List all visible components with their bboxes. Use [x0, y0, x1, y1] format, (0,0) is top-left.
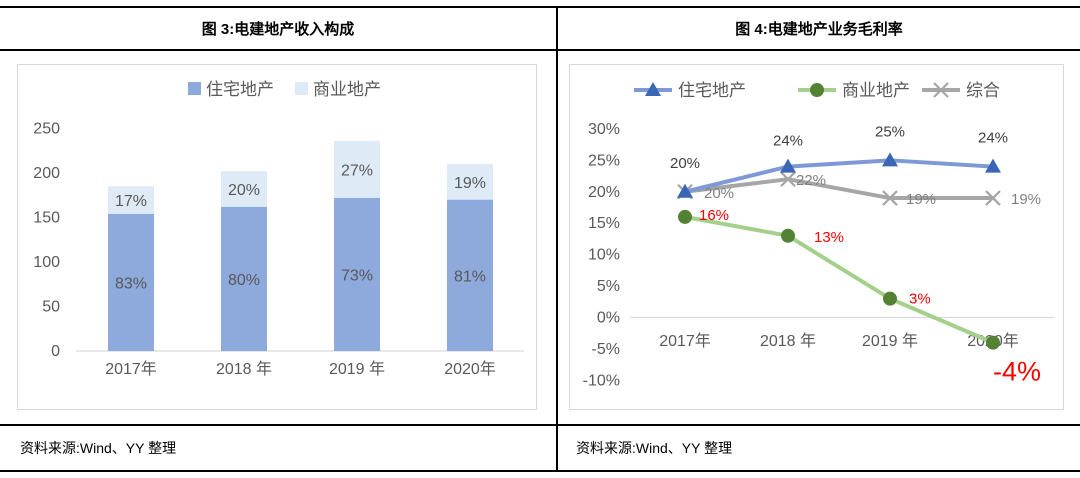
y-tick-label: 200	[33, 165, 60, 182]
bar-segment-residential	[334, 197, 380, 351]
right-chart-title: 图 4:电建地产业务毛利率	[735, 21, 903, 38]
rule-bottom	[0, 470, 1080, 472]
point-label: 16%	[699, 207, 729, 224]
y-tick-label: 30%	[588, 121, 620, 138]
x-category-label: 2019 年	[862, 332, 918, 350]
rule-above-sources	[0, 424, 1080, 426]
point-label: 22%	[796, 172, 826, 189]
stacked-bar-chart: 住宅地产 商业地产 0 50 100 150 200 250 83% 17% 2017年 80% 20%…	[33, 80, 524, 378]
bar-label-commercial: 17%	[115, 193, 147, 210]
legend-label: 综合	[966, 81, 1000, 100]
point-label: 19%	[906, 191, 936, 208]
legend-marker-circle	[810, 83, 824, 97]
bar-label-commercial: 20%	[228, 182, 260, 199]
bar-segment-residential	[447, 199, 493, 351]
y-tick-label: 10%	[588, 247, 620, 264]
bar-label-commercial: 19%	[454, 175, 486, 192]
gross-margin-chart: 住宅地产 商业地产 综合 30% 25% 20% 15% 10% 5% 0% -5% -10% 2017…	[569, 64, 1064, 410]
point-label: 3%	[909, 291, 931, 308]
y-tick-label: 15%	[588, 215, 620, 232]
data-marker-circle	[781, 228, 795, 243]
bar-segment-commercial	[108, 186, 154, 214]
bar-label-residential: 73%	[341, 267, 373, 284]
x-category-label: 2017年	[659, 332, 711, 350]
bar-label-commercial: 27%	[341, 162, 373, 179]
legend-marker-x	[933, 82, 949, 98]
legend-label-commercial: 商业地产	[313, 80, 381, 99]
bar-segment-residential	[108, 213, 154, 351]
point-label: 24%	[773, 133, 803, 150]
revenue-composition-chart: 住宅地产 商业地产 0 50 100 150 200 250 83% 17% 2017年 80% 20%…	[17, 64, 537, 410]
point-label: 20%	[670, 155, 700, 172]
y-tick-label: 0%	[597, 310, 620, 327]
y-tick-label: 5%	[597, 278, 620, 295]
data-marker-x	[985, 190, 1001, 206]
legend-marker-triangle	[645, 82, 661, 96]
legend-label-residential: 住宅地产	[206, 80, 274, 99]
bar-label-residential: 83%	[115, 275, 147, 292]
legend-label: 商业地产	[842, 81, 910, 100]
series-line-triangle	[683, 158, 995, 194]
x-category-label: 2019 年	[329, 360, 385, 378]
y-tick-label: 250	[33, 120, 60, 137]
y-tick-label: -10%	[583, 372, 620, 389]
data-marker-triangle	[677, 183, 693, 198]
y-tick-label: 25%	[588, 152, 620, 169]
left-chart-title: 图 3:电建地产收入构成	[201, 21, 355, 38]
series-line-x	[683, 177, 995, 201]
data-marker-triangle	[882, 152, 898, 167]
right-source-note: 资料来源:Wind、YY 整理	[576, 440, 733, 456]
line-chart: 住宅地产 商业地产 综合 30% 25% 20% 15% 10% 5% 0% -5% -10% 2017…	[583, 81, 1054, 389]
x-category-label: 2020年	[444, 360, 496, 378]
data-marker-circle	[883, 291, 897, 306]
data-marker-x	[780, 171, 796, 187]
y-tick-label: -5%	[592, 341, 620, 358]
legend-label: 住宅地产	[678, 81, 746, 100]
series-line-circle	[683, 214, 995, 345]
point-label: 13%	[814, 229, 844, 246]
bar-segment-commercial	[334, 140, 380, 198]
point-label: -4%	[993, 357, 1041, 387]
bar-label-residential: 80%	[228, 272, 260, 289]
x-category-label: 2017年	[105, 360, 157, 378]
y-tick-label: 20%	[588, 184, 620, 201]
x-category-label: 2018 年	[216, 360, 272, 378]
legend-swatch-commercial	[295, 82, 308, 95]
y-tick-label: 50	[42, 298, 60, 315]
bar-segment-residential	[221, 206, 267, 351]
left-source-note: 资料来源:Wind、YY 整理	[20, 440, 177, 456]
bar-label-residential: 81%	[454, 268, 486, 285]
point-label: 25%	[875, 123, 905, 140]
legend-swatch-residential	[188, 82, 201, 95]
point-label: 24%	[978, 130, 1008, 147]
data-marker-triangle	[780, 158, 796, 173]
y-tick-label: 100	[33, 254, 60, 271]
point-label: 19%	[1011, 191, 1041, 208]
x-category-label: 2018 年	[760, 332, 816, 350]
y-tick-label: 150	[33, 209, 60, 226]
data-marker-triangle	[985, 158, 1001, 173]
data-marker-circle	[986, 335, 1000, 350]
point-label: 20%	[704, 185, 734, 202]
data-marker-x	[882, 190, 898, 206]
rule-top	[0, 6, 1080, 8]
rule-under-titles	[0, 49, 1080, 51]
bar-segment-commercial	[447, 164, 493, 200]
column-divider	[556, 6, 558, 472]
bar-segment-commercial	[221, 171, 267, 207]
y-tick-label: 0	[51, 343, 60, 360]
data-marker-circle	[678, 209, 692, 224]
